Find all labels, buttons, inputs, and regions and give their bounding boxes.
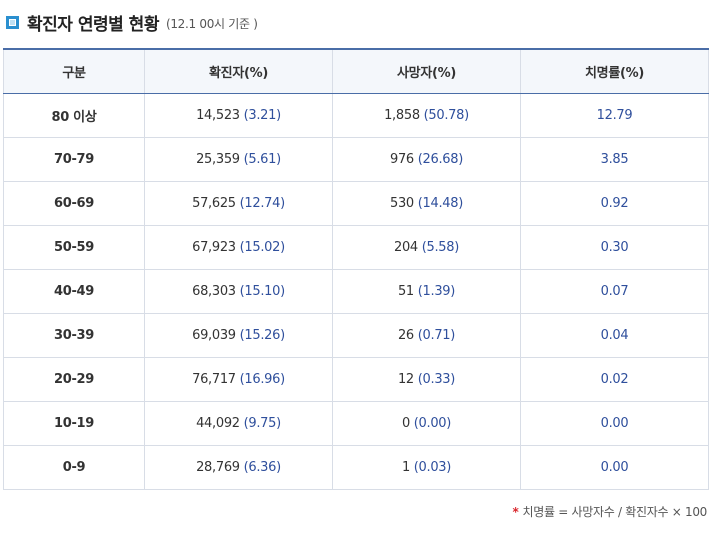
age-group-cell: 50-59 [3,225,145,270]
deaths-cell: 530 (14.48) [332,181,521,226]
column-header-deaths: 사망자(%) [332,48,521,94]
cases-count: 67,923 [192,240,236,255]
deaths-cell: 204 (5.58) [332,225,521,270]
deaths-cell: 976 (26.68) [332,137,521,182]
table-row: 10-19 44,092 (9.75) 0 (0.00) 0.00 [3,401,709,446]
cases-percent: (6.36) [243,460,282,475]
table-row: 70-79 25,359 (5.61) 976 (26.68) 3.85 [3,137,709,182]
deaths-percent: (0.00) [413,416,452,431]
age-group-cell: 40-49 [3,269,145,314]
deaths-percent: (26.68) [417,152,464,167]
fatality-rate-cell: 0.04 [520,313,709,358]
fatality-rate-cell: 0.02 [520,357,709,402]
cases-percent: (15.10) [239,284,286,299]
deaths-percent: (0.33) [417,372,456,387]
deaths-count: 530 [389,196,414,211]
cases-count: 57,625 [192,196,236,211]
cases-cell: 67,923 (15.02) [144,225,333,270]
cases-percent: (9.75) [243,416,282,431]
deaths-count: 204 [393,240,418,255]
cases-count: 25,359 [196,152,240,167]
age-group-cell: 20-29 [3,357,145,402]
page-title: 확진자 연령별 현황 [27,14,159,35]
footnote-marker: * [512,505,519,519]
cases-cell: 69,039 (15.26) [144,313,333,358]
age-group-cell: 10-19 [3,401,145,446]
deaths-cell: 0 (0.00) [332,401,521,446]
cases-cell: 44,092 (9.75) [144,401,333,446]
age-group-cell: 70-79 [3,137,145,182]
square-bullet-icon [6,15,19,29]
age-group-cell: 30-39 [3,313,145,358]
age-group-cell: 0-9 [3,445,145,490]
deaths-percent: (14.48) [417,196,464,211]
fatality-rate-cell: 0.92 [520,181,709,226]
deaths-count: 976 [389,152,414,167]
fatality-rate-cell: 0.30 [520,225,709,270]
fatality-rate-cell: 0.00 [520,401,709,446]
table-row: 40-49 68,303 (15.10) 51 (1.39) 0.07 [3,269,709,314]
column-header-cases: 확진자(%) [144,48,333,94]
fatality-rate-cell: 0.00 [520,445,709,490]
deaths-percent: (1.39) [417,284,456,299]
deaths-count: 1 [401,460,410,475]
table-header: 구분 확진자(%) 사망자(%) 치명률(%) [3,48,709,94]
deaths-percent: (50.78) [423,108,470,123]
deaths-cell: 12 (0.33) [332,357,521,402]
cases-count: 14,523 [196,108,240,123]
deaths-count: 1,858 [384,108,420,123]
table-row: 0-9 28,769 (6.36) 1 (0.03) 0.00 [3,445,709,490]
fatality-rate-cell: 3.85 [520,137,709,182]
age-group-cell: 80 이상 [3,93,145,138]
deaths-count: 0 [401,416,410,431]
cases-count: 28,769 [196,460,240,475]
cases-count: 76,717 [192,372,236,387]
cases-cell: 57,625 (12.74) [144,181,333,226]
deaths-cell: 1,858 (50.78) [332,93,521,138]
cases-count: 69,039 [192,328,236,343]
cases-cell: 68,303 (15.10) [144,269,333,314]
section-header: 확진자 연령별 현황 (12.1 00시 기준 ) [6,10,258,35]
cases-cell: 76,717 (16.96) [144,357,333,402]
deaths-cell: 51 (1.39) [332,269,521,314]
age-stats-table-container: 구분 확진자(%) 사망자(%) 치명률(%) 80 이상 14,523 (3.2… [3,48,709,490]
cases-percent: (15.02) [239,240,286,255]
deaths-percent: (0.71) [417,328,456,343]
deaths-percent: (5.58) [421,240,460,255]
footnote: * 치명률 = 사망자수 / 확진자수 × 100 [512,503,708,520]
cases-count: 44,092 [196,416,240,431]
table-header-row: 구분 확진자(%) 사망자(%) 치명률(%) [3,48,709,94]
cases-count: 68,303 [192,284,236,299]
table-row: 50-59 67,923 (15.02) 204 (5.58) 0.30 [3,225,709,270]
cases-percent: (15.26) [239,328,286,343]
page-subtitle: (12.1 00시 기준 ) [165,16,258,31]
deaths-count: 51 [397,284,414,299]
deaths-cell: 1 (0.03) [332,445,521,490]
deaths-cell: 26 (0.71) [332,313,521,358]
table-row: 60-69 57,625 (12.74) 530 (14.48) 0.92 [3,181,709,226]
age-group-cell: 60-69 [3,181,145,226]
fatality-rate-cell: 0.07 [520,269,709,314]
table-row: 20-29 76,717 (16.96) 12 (0.33) 0.02 [3,357,709,402]
fatality-rate-cell: 12.79 [520,93,709,138]
column-header-group: 구분 [3,48,145,94]
cases-percent: (3.21) [243,108,282,123]
deaths-count: 26 [397,328,414,343]
table-body: 80 이상 14,523 (3.21) 1,858 (50.78) 12.79 70-7… [3,93,709,490]
cases-percent: (16.96) [239,372,286,387]
table-row: 30-39 69,039 (15.26) 26 (0.71) 0.04 [3,313,709,358]
table-row: 80 이상 14,523 (3.21) 1,858 (50.78) 12.79 [3,93,709,138]
column-header-fatality: 치명률(%) [520,48,709,94]
deaths-percent: (0.03) [413,460,452,475]
cases-percent: (12.74) [239,196,286,211]
cases-cell: 25,359 (5.61) [144,137,333,182]
deaths-count: 12 [397,372,414,387]
cases-cell: 14,523 (3.21) [144,93,333,138]
cases-cell: 28,769 (6.36) [144,445,333,490]
footnote-text: 치명률 = 사망자수 / 확진자수 × 100 [522,505,708,519]
cases-percent: (5.61) [243,152,282,167]
age-stats-table: 구분 확진자(%) 사망자(%) 치명률(%) 80 이상 14,523 (3.2… [3,48,709,490]
